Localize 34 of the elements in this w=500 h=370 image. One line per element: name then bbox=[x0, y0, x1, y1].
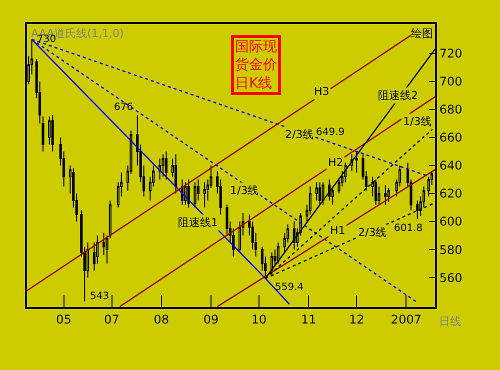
y-tick-label: 600 bbox=[439, 214, 462, 229]
annotation: 阻速线1 bbox=[178, 216, 218, 229]
annotation: 601.8 bbox=[394, 223, 423, 234]
y-tick-label: 620 bbox=[439, 186, 462, 201]
annotation: 1/3线 bbox=[403, 115, 432, 128]
annotation: 1/3线 bbox=[230, 184, 259, 197]
annotation: 676 bbox=[114, 102, 134, 113]
annotation: 2/3线 bbox=[358, 226, 387, 239]
x-tick-label: 11 bbox=[300, 312, 316, 326]
y-tick-label: 700 bbox=[439, 74, 462, 89]
annotation: H1 bbox=[330, 224, 346, 237]
y-tick-label: 680 bbox=[439, 102, 462, 117]
annotation: 649.9 bbox=[316, 127, 345, 138]
annotation: 2/3线 bbox=[285, 128, 314, 141]
text: 国际现货金价日K线 bbox=[235, 39, 277, 92]
y-tick-label: 720 bbox=[439, 46, 462, 61]
annotation: H2 bbox=[328, 156, 344, 169]
text: 日线 bbox=[439, 315, 461, 328]
y-tick-label: 660 bbox=[439, 130, 462, 145]
x-tick-label: 12 bbox=[348, 312, 364, 326]
annotation: H3 bbox=[314, 85, 330, 98]
x-tick-label: 10 bbox=[251, 312, 267, 326]
annotation: 559.4 bbox=[275, 282, 304, 293]
x-tick-label: 08 bbox=[154, 312, 170, 326]
x-tick-label: 07 bbox=[104, 312, 120, 326]
annotation: 绘图 bbox=[411, 27, 433, 40]
y-tick-label: 580 bbox=[439, 242, 462, 257]
x-tick-label: 2007 bbox=[390, 312, 422, 326]
annotation: 543 bbox=[90, 291, 110, 302]
annotation: 阻速线2 bbox=[378, 89, 418, 102]
y-tick-label: 640 bbox=[439, 158, 462, 173]
x-tick-label: 05 bbox=[56, 312, 72, 326]
y-tick-label: 560 bbox=[439, 270, 462, 285]
x-tick-label: 09 bbox=[203, 312, 219, 326]
